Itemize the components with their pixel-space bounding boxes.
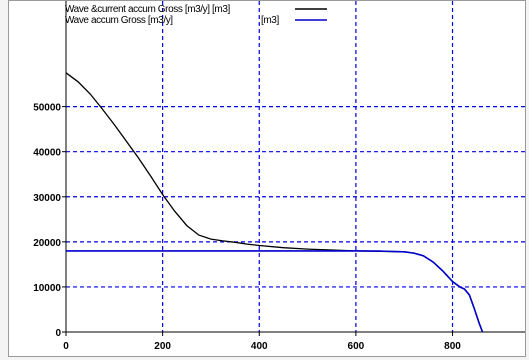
y-tick-label-5: 50000 bbox=[33, 103, 61, 114]
y-tick-label-4: 40000 bbox=[33, 148, 61, 159]
x-tick-label-2: 400 bbox=[251, 341, 268, 352]
y-tick-label-2: 20000 bbox=[33, 238, 61, 249]
x-tick-label-0: 0 bbox=[63, 341, 69, 352]
x-tick-label-1: 200 bbox=[154, 341, 171, 352]
line-chart: 0 200 400 600 800 0 10000 20000 30000 40000 50000 W… bbox=[33, 1, 525, 352]
y-tick-label-1: 10000 bbox=[33, 283, 61, 294]
plot-area bbox=[66, 1, 525, 332]
chart-frame: 0 200 400 600 800 0 10000 20000 30000 40000 50000 W… bbox=[8, 0, 526, 357]
legend-label-0: Wave &current accum Gross [m3/y] [m3] bbox=[65, 4, 230, 15]
y-tick-label-0: 0 bbox=[55, 328, 61, 339]
y-tick-label-3: 30000 bbox=[33, 193, 61, 204]
series-line-1 bbox=[66, 250, 484, 333]
legend-label-1: Wave accum Gross [m3/y] bbox=[65, 15, 173, 26]
legend-unit-1: [m3] bbox=[261, 15, 279, 26]
x-tick-label-3: 600 bbox=[348, 341, 365, 352]
x-tick-label-4: 800 bbox=[444, 341, 461, 352]
